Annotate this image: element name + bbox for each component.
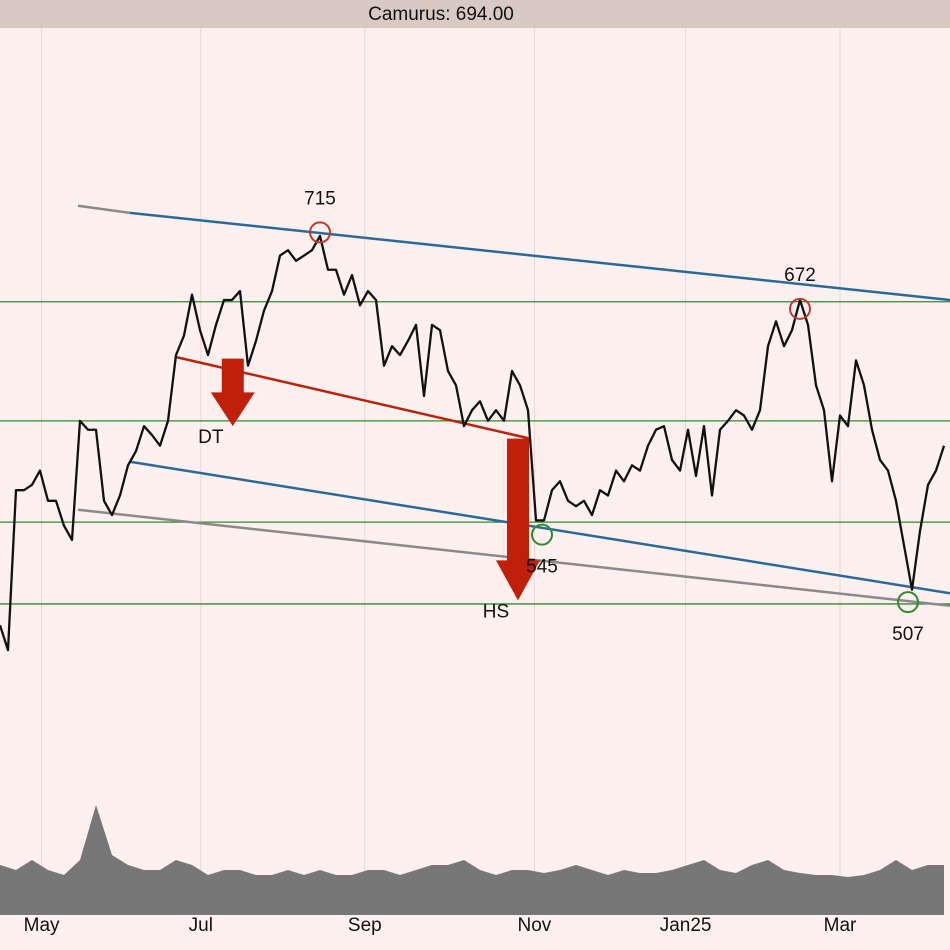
price-line: [0, 234, 946, 652]
pivot-label: 507: [892, 624, 924, 645]
pivot-label: 545: [526, 557, 558, 578]
x-tick-label: Mar: [824, 915, 857, 936]
pivot-marker: [531, 523, 553, 546]
signal-arrow: [496, 438, 540, 601]
chart-title: Camurus: 694.00: [368, 4, 514, 25]
arrow-label: HS: [483, 601, 509, 622]
trendline: [77, 204, 131, 215]
trendline: [129, 460, 950, 595]
x-tick-label: Jul: [189, 915, 213, 936]
pivot-marker: [309, 221, 331, 244]
signal-arrow: [210, 358, 255, 427]
title-bar: [0, 0, 950, 28]
x-tick-label: Sep: [348, 915, 382, 936]
arrow-label: DT: [198, 427, 224, 448]
x-tick-label: May: [24, 915, 60, 936]
volume-area: [0, 805, 944, 915]
pivot-marker: [897, 591, 919, 614]
x-tick-label: Jan25: [660, 915, 712, 936]
pivot-marker: [789, 297, 811, 320]
pivot-label: 672: [784, 265, 816, 286]
trendline: [129, 211, 950, 302]
pivot-label: 715: [304, 188, 336, 209]
x-tick-label: Nov: [518, 915, 552, 936]
